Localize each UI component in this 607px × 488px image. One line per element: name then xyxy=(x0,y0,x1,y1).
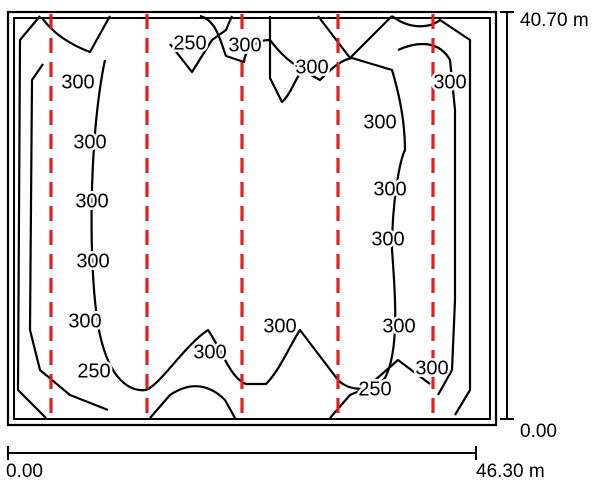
isoline-label: 300 xyxy=(295,56,328,78)
contour-central-ellipse xyxy=(90,14,407,392)
depth-dimension xyxy=(500,11,514,420)
isoline-label: 300 xyxy=(228,34,261,56)
contour-right-outer xyxy=(391,15,472,416)
contour-lines xyxy=(16,14,472,419)
isoline-label: 300 xyxy=(263,315,296,337)
depth-end-label: 40.70 m xyxy=(520,10,589,31)
contour-top-mid-left xyxy=(169,15,234,74)
luminaire-rows xyxy=(49,14,435,420)
width-end-label: 46.30 m xyxy=(476,461,545,482)
contour-top-right xyxy=(317,15,393,60)
width-start-label: 0.00 xyxy=(6,461,43,482)
isoline-label: 300 xyxy=(75,190,108,212)
isoline-label: 300 xyxy=(73,131,106,153)
isoline-label: 300 xyxy=(433,71,466,93)
contour-bottom-mid xyxy=(149,385,236,419)
isoline-label: 300 xyxy=(373,178,406,200)
room-inner-border xyxy=(13,17,491,420)
contour-right-inner xyxy=(397,43,457,396)
isoline-label: 250 xyxy=(358,378,391,400)
isoline-label: 300 xyxy=(363,111,396,133)
isoline-label: 250 xyxy=(77,360,110,382)
isoline-labels: 250 300 300 300 300 300 300 300 300 300 … xyxy=(59,30,469,403)
isoline-label: 300 xyxy=(382,315,415,337)
contour-bottom-right xyxy=(329,358,431,419)
isoline-label: 300 xyxy=(415,357,448,379)
isoline-label: 300 xyxy=(61,71,94,93)
contour-top-center xyxy=(268,16,311,72)
contour-left-inner xyxy=(28,63,109,412)
isoline-label: 300 xyxy=(76,250,109,272)
depth-start-label: 0.00 xyxy=(520,421,557,442)
contour-top-left xyxy=(41,15,111,54)
isoline-label: 300 xyxy=(68,310,101,332)
room-outer-border xyxy=(6,10,498,427)
contour-left-outer xyxy=(16,15,47,419)
isoline-label: 250 xyxy=(173,32,206,54)
isoline-label: 300 xyxy=(371,228,404,250)
isoline-label: 300 xyxy=(193,341,226,363)
width-dimension xyxy=(7,446,477,460)
